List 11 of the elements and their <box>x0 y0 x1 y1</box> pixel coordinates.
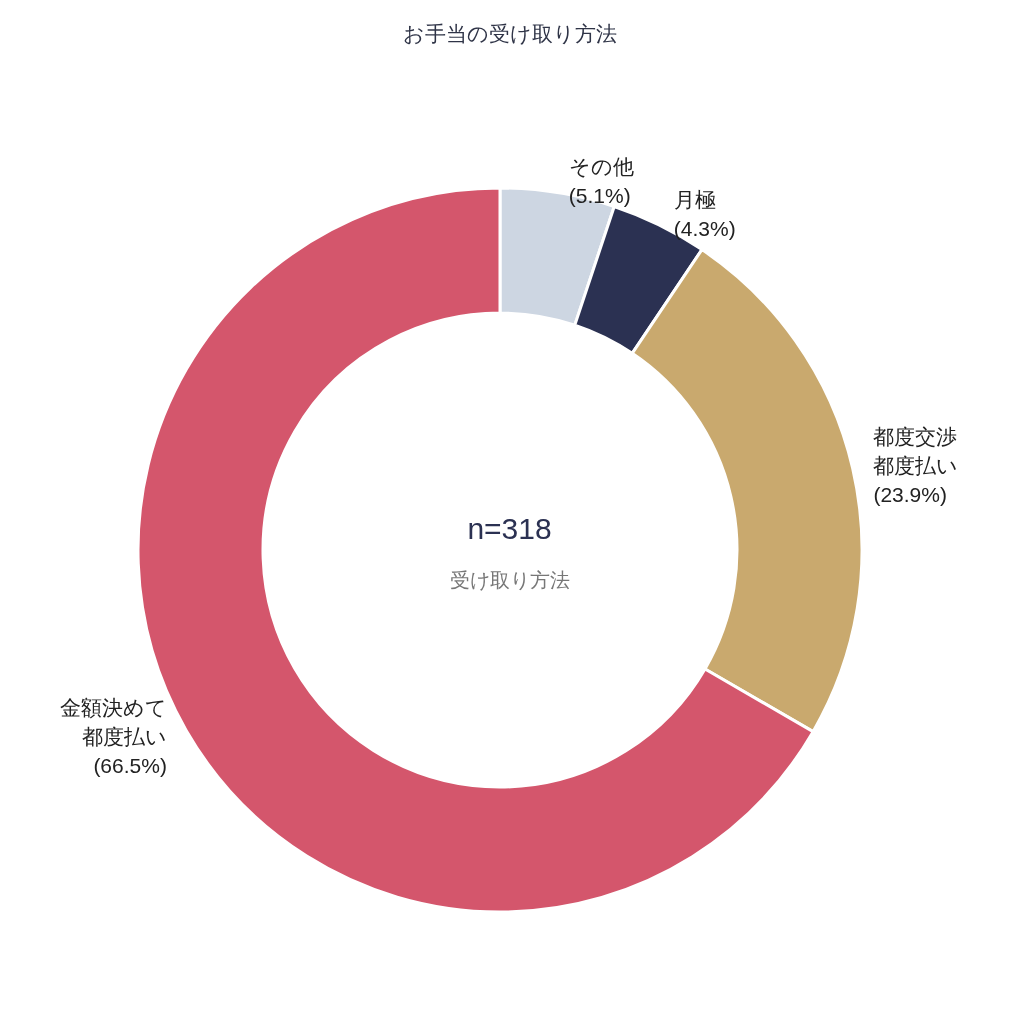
data-label: (23.9%) <box>873 483 947 507</box>
data-label: (5.1%) <box>568 183 631 207</box>
text: n=318 <box>467 511 552 545</box>
data-label: (4.3%) <box>673 217 736 241</box>
slice-label: その他 <box>568 154 634 178</box>
data-label: (66.5%) <box>93 754 167 778</box>
slice-label: 都度交渉都度払い <box>873 425 959 478</box>
chart-title: お手当の受け取り方法 <box>402 22 617 45</box>
slice-label: 月極 <box>673 188 716 212</box>
text: 受け取り方法 <box>449 569 570 591</box>
slice-label: 金額決めて都度払い <box>59 696 167 749</box>
